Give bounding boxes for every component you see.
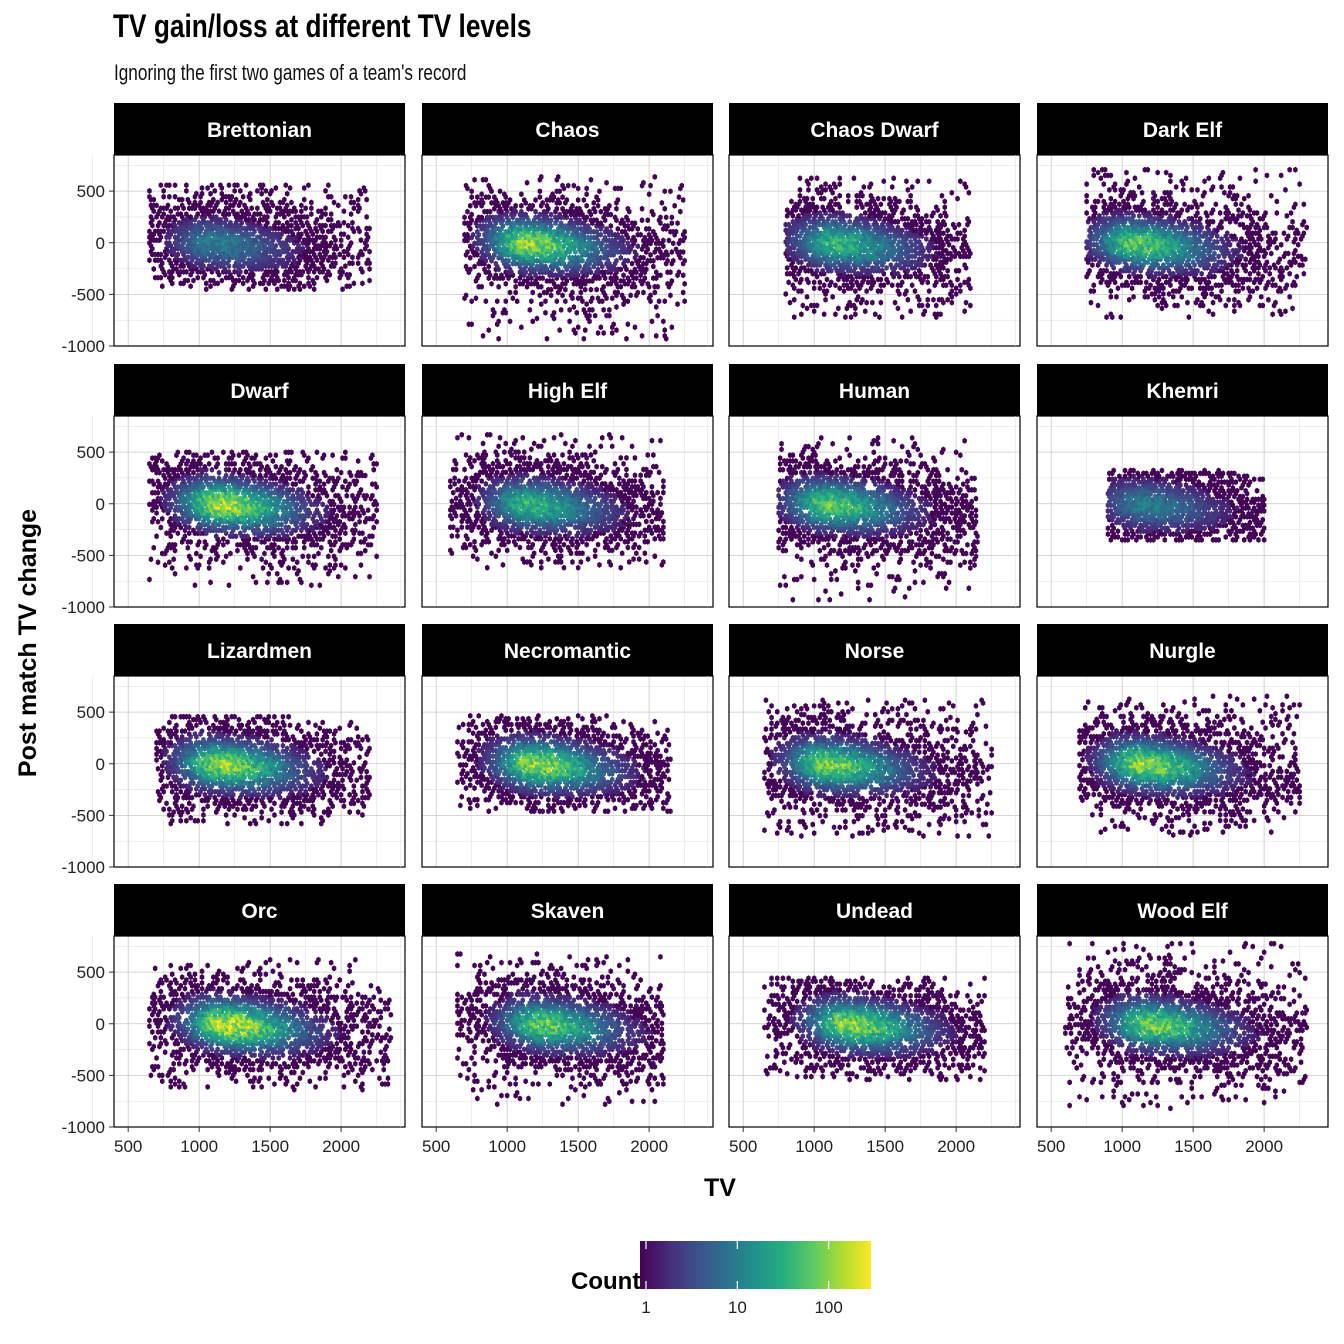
- hexbin-cell: [306, 274, 311, 281]
- hexbin-cell: [347, 271, 352, 278]
- hexbin-cell: [273, 242, 279, 249]
- hexbin-cell: [297, 280, 303, 287]
- hexbin-cell: [292, 286, 297, 293]
- hexbin-cell: [175, 251, 181, 258]
- hexbin-cell: [215, 280, 220, 287]
- hexbin-cell: [333, 242, 338, 249]
- hexbin-cell: [338, 242, 344, 249]
- facet-strip-label: Dark Elf: [1143, 119, 1223, 142]
- hexbin-cell: [236, 277, 242, 284]
- hexbin-cell: [367, 277, 372, 284]
- hexbin-cell: [204, 280, 209, 287]
- hexbin-cell: [191, 277, 196, 284]
- facet-panel: Brettonian: [92, 103, 406, 347]
- hexbin-cell: [310, 277, 315, 284]
- hexbin-cell: [286, 280, 291, 287]
- hexbin-cell: [158, 257, 164, 264]
- hexbin-cell: [306, 280, 311, 287]
- facet-strip-label: Chaos Dwarf: [810, 119, 939, 142]
- hexbin-cell: [174, 266, 179, 272]
- hexbin-cell: [147, 257, 152, 264]
- hexbin-cell: [300, 268, 305, 275]
- hexbin-cell: [280, 257, 286, 264]
- hexbin-cell: [347, 283, 352, 290]
- facet-strip-label: Brettonian: [207, 119, 312, 142]
- hexbin-cell: [311, 286, 317, 293]
- hexbin-cell: [316, 266, 321, 272]
- hexbin-cell: [367, 266, 372, 272]
- hexbin-cell: [343, 263, 348, 270]
- hexbin-cell: [246, 286, 252, 293]
- hexbin-cell: [302, 283, 307, 290]
- hexbin-cell: [158, 274, 164, 281]
- hexbin-cell: [340, 286, 345, 293]
- hexbin-cell: [300, 245, 305, 252]
- chart-subtitle: Ignoring the first two games of a team's…: [114, 60, 466, 86]
- hexbin-layer: [147, 182, 372, 293]
- hexbin-cell: [267, 254, 273, 261]
- hexbin-cell: [185, 277, 191, 284]
- hexbin-cell: [240, 280, 246, 287]
- hexbin-cell: [195, 274, 200, 281]
- hexbin-cell: [208, 283, 213, 290]
- hexbin-cell: [226, 268, 232, 275]
- hexbin-cell: [338, 266, 344, 272]
- hexbin-cell: [158, 251, 164, 258]
- facet-panel: Chaos Dwarf: [707, 103, 1021, 347]
- hexbin-cell: [337, 251, 342, 258]
- hexbin-cell: [341, 254, 347, 261]
- hexbin-cell: [243, 268, 249, 275]
- hexbin-cell: [314, 274, 320, 281]
- hexbin-cell: [360, 280, 365, 287]
- hexbin-cell: [358, 266, 364, 272]
- hexbin-cell: [326, 268, 331, 275]
- hexbin-cell: [367, 248, 372, 255]
- facet-panel: Chaos: [400, 103, 714, 347]
- hexbin-cell: [219, 277, 225, 284]
- hexbin-cell: [355, 260, 361, 267]
- hexbin-cell: [263, 286, 269, 293]
- hexbin-cell: [188, 283, 193, 290]
- facet-strip-label: Chaos: [535, 119, 599, 142]
- hexbin-cell: [282, 277, 287, 284]
- hexbin-cell: [317, 251, 323, 258]
- hexbin-cell: [160, 283, 165, 290]
- hexbin-cell: [204, 286, 209, 293]
- chart-title: TV gain/loss at different TV levels: [113, 8, 531, 45]
- hexbin-cell: [331, 251, 337, 258]
- hexbin-cell: [211, 277, 216, 284]
- hexbin-cell: [307, 254, 313, 261]
- facet-strip: [114, 103, 405, 155]
- hexbin-cell: [350, 254, 355, 261]
- hexbin-cell: [365, 257, 371, 264]
- hexbin-cell: [151, 266, 156, 272]
- hexbin-cell: [358, 248, 364, 255]
- hexbin-cell: [275, 286, 280, 293]
- hexbin-cell: [240, 274, 246, 281]
- hexbin-cell: [350, 260, 355, 267]
- facet-panel: Dark Elf: [1015, 103, 1329, 347]
- hexbin-cell: [184, 268, 189, 275]
- hexbin-cell: [167, 257, 172, 264]
- hexbin-cell: [351, 280, 357, 287]
- hexbin-cell: [333, 260, 338, 267]
